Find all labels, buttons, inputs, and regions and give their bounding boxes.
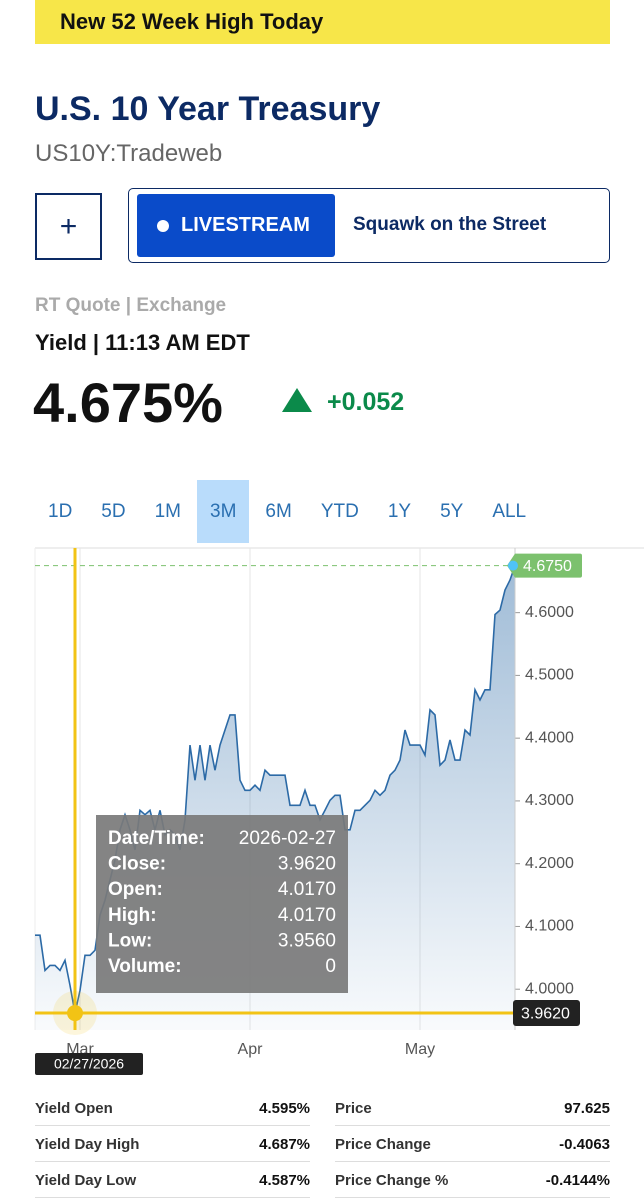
range-tab[interactable]: 3M xyxy=(197,480,250,543)
tooltip-value: 2026-02-27 xyxy=(239,828,336,849)
stat-label: Price Change xyxy=(335,1136,431,1153)
stat-label: Yield Day High xyxy=(35,1136,140,1153)
up-arrow xyxy=(282,388,312,412)
range-tab[interactable]: 1D xyxy=(48,501,73,522)
stat-value: 4.687% xyxy=(259,1136,310,1153)
stat-label: Price xyxy=(335,1100,372,1117)
stat-value: -0.4063 xyxy=(559,1136,610,1153)
tooltip-value: 0 xyxy=(325,956,336,977)
crosshair-value-box xyxy=(513,1000,580,1027)
stat-row: Yield Open 4.595% xyxy=(35,1090,310,1126)
tooltip-label: Date/Time: xyxy=(108,828,205,849)
crosshair-date: 02/27/2026 xyxy=(54,1056,124,1072)
range-tab[interactable]: YTD xyxy=(320,501,359,522)
stat-label: Yield Day Low xyxy=(35,1172,137,1189)
range-tab[interactable]: 1Y xyxy=(387,501,412,522)
live-dot xyxy=(157,220,169,232)
stat-row: Price 97.625 xyxy=(335,1090,610,1126)
chart: Mar Apr May4.00004.10004.20004.30004.40004… xyxy=(34,547,644,1075)
y-tick-label: 4.2000 xyxy=(525,855,574,872)
crosshair-value: 3.9620 xyxy=(521,1005,570,1022)
title: U.S. 10 Year Treasury xyxy=(35,90,381,128)
stat-row: Yield Day Low 4.587% xyxy=(35,1162,310,1198)
stat-row: Yield Day High 4.687% xyxy=(35,1126,310,1162)
show-name[interactable]: Squawk on the Street xyxy=(353,214,547,235)
livestream-button[interactable]: LIVESTREAM xyxy=(137,194,335,257)
current-dot xyxy=(508,560,518,571)
range-tab[interactable]: 6M xyxy=(265,501,292,522)
tooltip-value: 4.0170 xyxy=(278,879,336,900)
tooltip-label: Close: xyxy=(108,854,166,875)
y-tick-label: 4.6000 xyxy=(525,604,574,621)
y-tick-label: 4.4000 xyxy=(525,729,574,746)
quote-source: RT Quote | Exchange xyxy=(35,295,227,316)
x-tick-label: May xyxy=(405,1041,435,1058)
price-change: +0.052 xyxy=(327,388,405,416)
crosshair-date-box xyxy=(35,1053,143,1075)
quote-time: Yield | 11:13 AM EDT xyxy=(35,330,250,355)
add-button[interactable]: + xyxy=(35,193,102,260)
livestream-label: LIVESTREAM xyxy=(181,214,310,236)
tooltip-value: 3.9560 xyxy=(278,930,336,951)
range-tab[interactable]: 5Y xyxy=(440,501,464,522)
stat-value: -0.4144% xyxy=(545,1172,610,1189)
stat-value: 4.587% xyxy=(259,1172,310,1189)
stat-label: Yield Open xyxy=(35,1100,113,1117)
banner: New 52 Week High Today xyxy=(35,0,610,44)
stat-value: 97.625 xyxy=(564,1100,610,1117)
range-tab[interactable]: 1M xyxy=(154,501,181,522)
x-tick-label: Apr xyxy=(238,1041,264,1058)
stat-row: Price Change % -0.4144% xyxy=(335,1162,610,1198)
stat-value: 4.595% xyxy=(259,1100,310,1117)
price: 4.675% xyxy=(33,371,223,434)
y-tick-label: 4.0000 xyxy=(525,980,574,997)
y-tick-label: 4.1000 xyxy=(525,918,574,935)
tooltip-label: Volume: xyxy=(108,956,182,977)
stats: Yield Open 4.595% Yield Day High 4.687% Yiel… xyxy=(0,1090,644,1200)
range-tabs: 1D 5D 1M 3M 6M YTD 1Y 5Y ALL xyxy=(35,480,539,543)
stat-label: Price Change % xyxy=(335,1172,449,1189)
range-tab[interactable]: 5D xyxy=(101,501,126,522)
tooltip-label: Low: xyxy=(108,930,152,951)
livestream-box[interactable]: LIVESTREAM Squawk on the Street xyxy=(128,188,610,263)
range-tab[interactable]: ALL xyxy=(492,501,527,522)
symbol: US10Y:Tradeweb xyxy=(35,140,223,167)
current-tag xyxy=(507,553,582,578)
tooltip-label: Open: xyxy=(108,879,163,900)
stat-row: Price Change -0.4063 xyxy=(335,1126,610,1162)
tooltip-box xyxy=(96,815,348,993)
tooltip-label: High: xyxy=(108,905,157,926)
tooltip-value: 3.9620 xyxy=(278,854,336,875)
y-tick-label: 4.5000 xyxy=(525,667,574,684)
tooltip-value: 4.0170 xyxy=(278,905,336,926)
banner-text: New 52 Week High Today xyxy=(60,9,324,34)
y-tick-label: 4.3000 xyxy=(525,792,574,809)
crosshair-dot xyxy=(67,1005,83,1022)
current-label: 4.6750 xyxy=(523,558,572,575)
